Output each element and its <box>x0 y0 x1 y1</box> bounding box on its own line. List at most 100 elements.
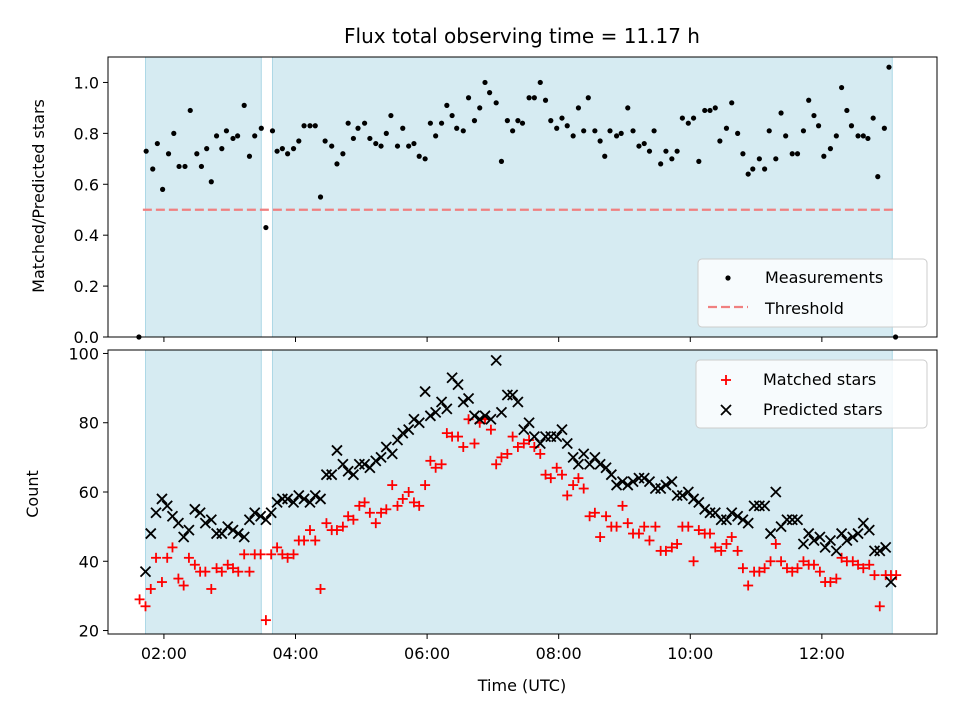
measurement-point <box>274 148 280 154</box>
predicted-star-point <box>227 524 239 536</box>
measurement-point <box>307 123 313 129</box>
matched-star-point <box>282 552 293 563</box>
predicted-star-point <box>556 424 568 436</box>
measurement-point <box>526 95 532 101</box>
matched-star-point <box>364 507 375 518</box>
predicted-star-point-b <box>304 496 316 509</box>
measurement-point <box>301 123 307 129</box>
matched-star-point <box>765 556 776 567</box>
predicted-star-point-b <box>424 410 437 422</box>
matched-star-point <box>403 487 414 497</box>
top-legend: Measurements Threshold <box>697 258 928 328</box>
predicted-star-point-b <box>791 514 804 526</box>
matched-star-point <box>535 448 546 459</box>
measurement-point <box>800 128 807 134</box>
predicted-star-point-b <box>271 496 283 509</box>
matched-star-point <box>831 573 842 584</box>
matched-star-point <box>266 549 277 560</box>
predicted-star-point <box>501 389 514 401</box>
predicted-star-point-b <box>243 514 256 526</box>
measurement-point <box>143 148 149 154</box>
matched-star-point <box>381 504 392 515</box>
predicted-star-point <box>781 514 793 526</box>
predicted-star-point-b <box>671 489 683 502</box>
predicted-star-point-b <box>358 458 371 470</box>
matched-star-point <box>660 545 671 556</box>
predicted-star-point <box>441 403 453 415</box>
predicted-star-point-b <box>699 503 711 515</box>
predicted-star-point-b <box>523 417 535 429</box>
measurement-point <box>246 153 253 159</box>
predicted-star-point <box>408 413 420 425</box>
predicted-star-point <box>627 475 639 488</box>
matched-star-point <box>716 545 727 556</box>
matched-star-point <box>743 580 754 591</box>
matched-star-point <box>145 583 156 594</box>
predicted-star-point-b <box>633 472 645 484</box>
measurement-point <box>388 112 394 119</box>
matched-star-point <box>891 570 902 581</box>
predicted-star-point <box>885 576 897 588</box>
predicted-star-point <box>249 507 261 519</box>
bottom-xtick-label: 08:00 <box>536 644 582 663</box>
predicted-star-point-b <box>539 430 552 443</box>
matched-star-point <box>595 532 606 543</box>
top-window-0 <box>145 56 262 338</box>
predicted-star-point-b <box>880 541 892 554</box>
measurement-point <box>636 143 642 149</box>
predicted-star-point-b <box>578 448 590 460</box>
predicted-star-point-b <box>758 500 771 512</box>
predicted-star-point <box>314 493 327 505</box>
predicted-star-point <box>255 510 267 522</box>
predicted-star-point <box>638 472 650 484</box>
predicted-star-point-b <box>726 507 738 519</box>
matched-star-point <box>578 483 589 494</box>
measurement-point <box>690 115 697 121</box>
predicted-star-point-b <box>600 462 612 474</box>
measurement-point <box>750 166 756 172</box>
predicted-star-point-b <box>616 475 629 488</box>
measurement-point <box>674 148 680 154</box>
measurement-point <box>465 95 472 101</box>
measurement-point <box>322 138 328 144</box>
measurement-point <box>471 118 478 124</box>
legend-predicted-marker-b <box>720 404 732 416</box>
predicted-star-point <box>468 410 481 422</box>
matched-star-point <box>134 594 145 605</box>
predicted-star-point <box>633 472 645 484</box>
predicted-star-point-b <box>709 507 721 519</box>
predicted-star-point <box>495 406 508 418</box>
predicted-star-point <box>786 514 798 526</box>
matched-star-point <box>239 549 250 560</box>
predicted-star-point <box>397 427 409 439</box>
predicted-star-point-b <box>857 517 869 529</box>
measurement-point <box>373 140 379 147</box>
bottom-ytick-label: 20 <box>79 622 99 641</box>
predicted-star-point <box>430 406 442 418</box>
matched-star-point <box>162 552 173 563</box>
predicted-star-point-b <box>852 527 864 540</box>
predicted-star-point-b <box>408 413 420 425</box>
matched-star-point <box>304 525 315 536</box>
matched-star-point <box>485 424 496 435</box>
predicted-star-point <box>797 538 810 550</box>
matched-star-point <box>156 577 167 588</box>
measurement-point <box>312 123 318 129</box>
predicted-star-point <box>600 462 612 474</box>
predicted-star-point <box>139 566 152 578</box>
predicted-star-point <box>518 424 530 436</box>
measurement-point <box>685 120 691 126</box>
matched-star-point <box>167 542 178 553</box>
predicted-star-point-b <box>145 527 157 540</box>
predicted-star-point-b <box>139 566 152 578</box>
measurement-point <box>821 153 827 159</box>
measurement-point <box>778 110 784 116</box>
matched-star-point <box>808 559 819 570</box>
predicted-star-point-b <box>715 514 727 526</box>
predicted-star-point-b <box>830 545 842 557</box>
measurement-point <box>519 120 526 126</box>
measurement-point <box>194 151 200 157</box>
matched-star-point <box>441 428 452 439</box>
matched-star-point <box>414 500 425 511</box>
measurement-point <box>723 125 730 131</box>
